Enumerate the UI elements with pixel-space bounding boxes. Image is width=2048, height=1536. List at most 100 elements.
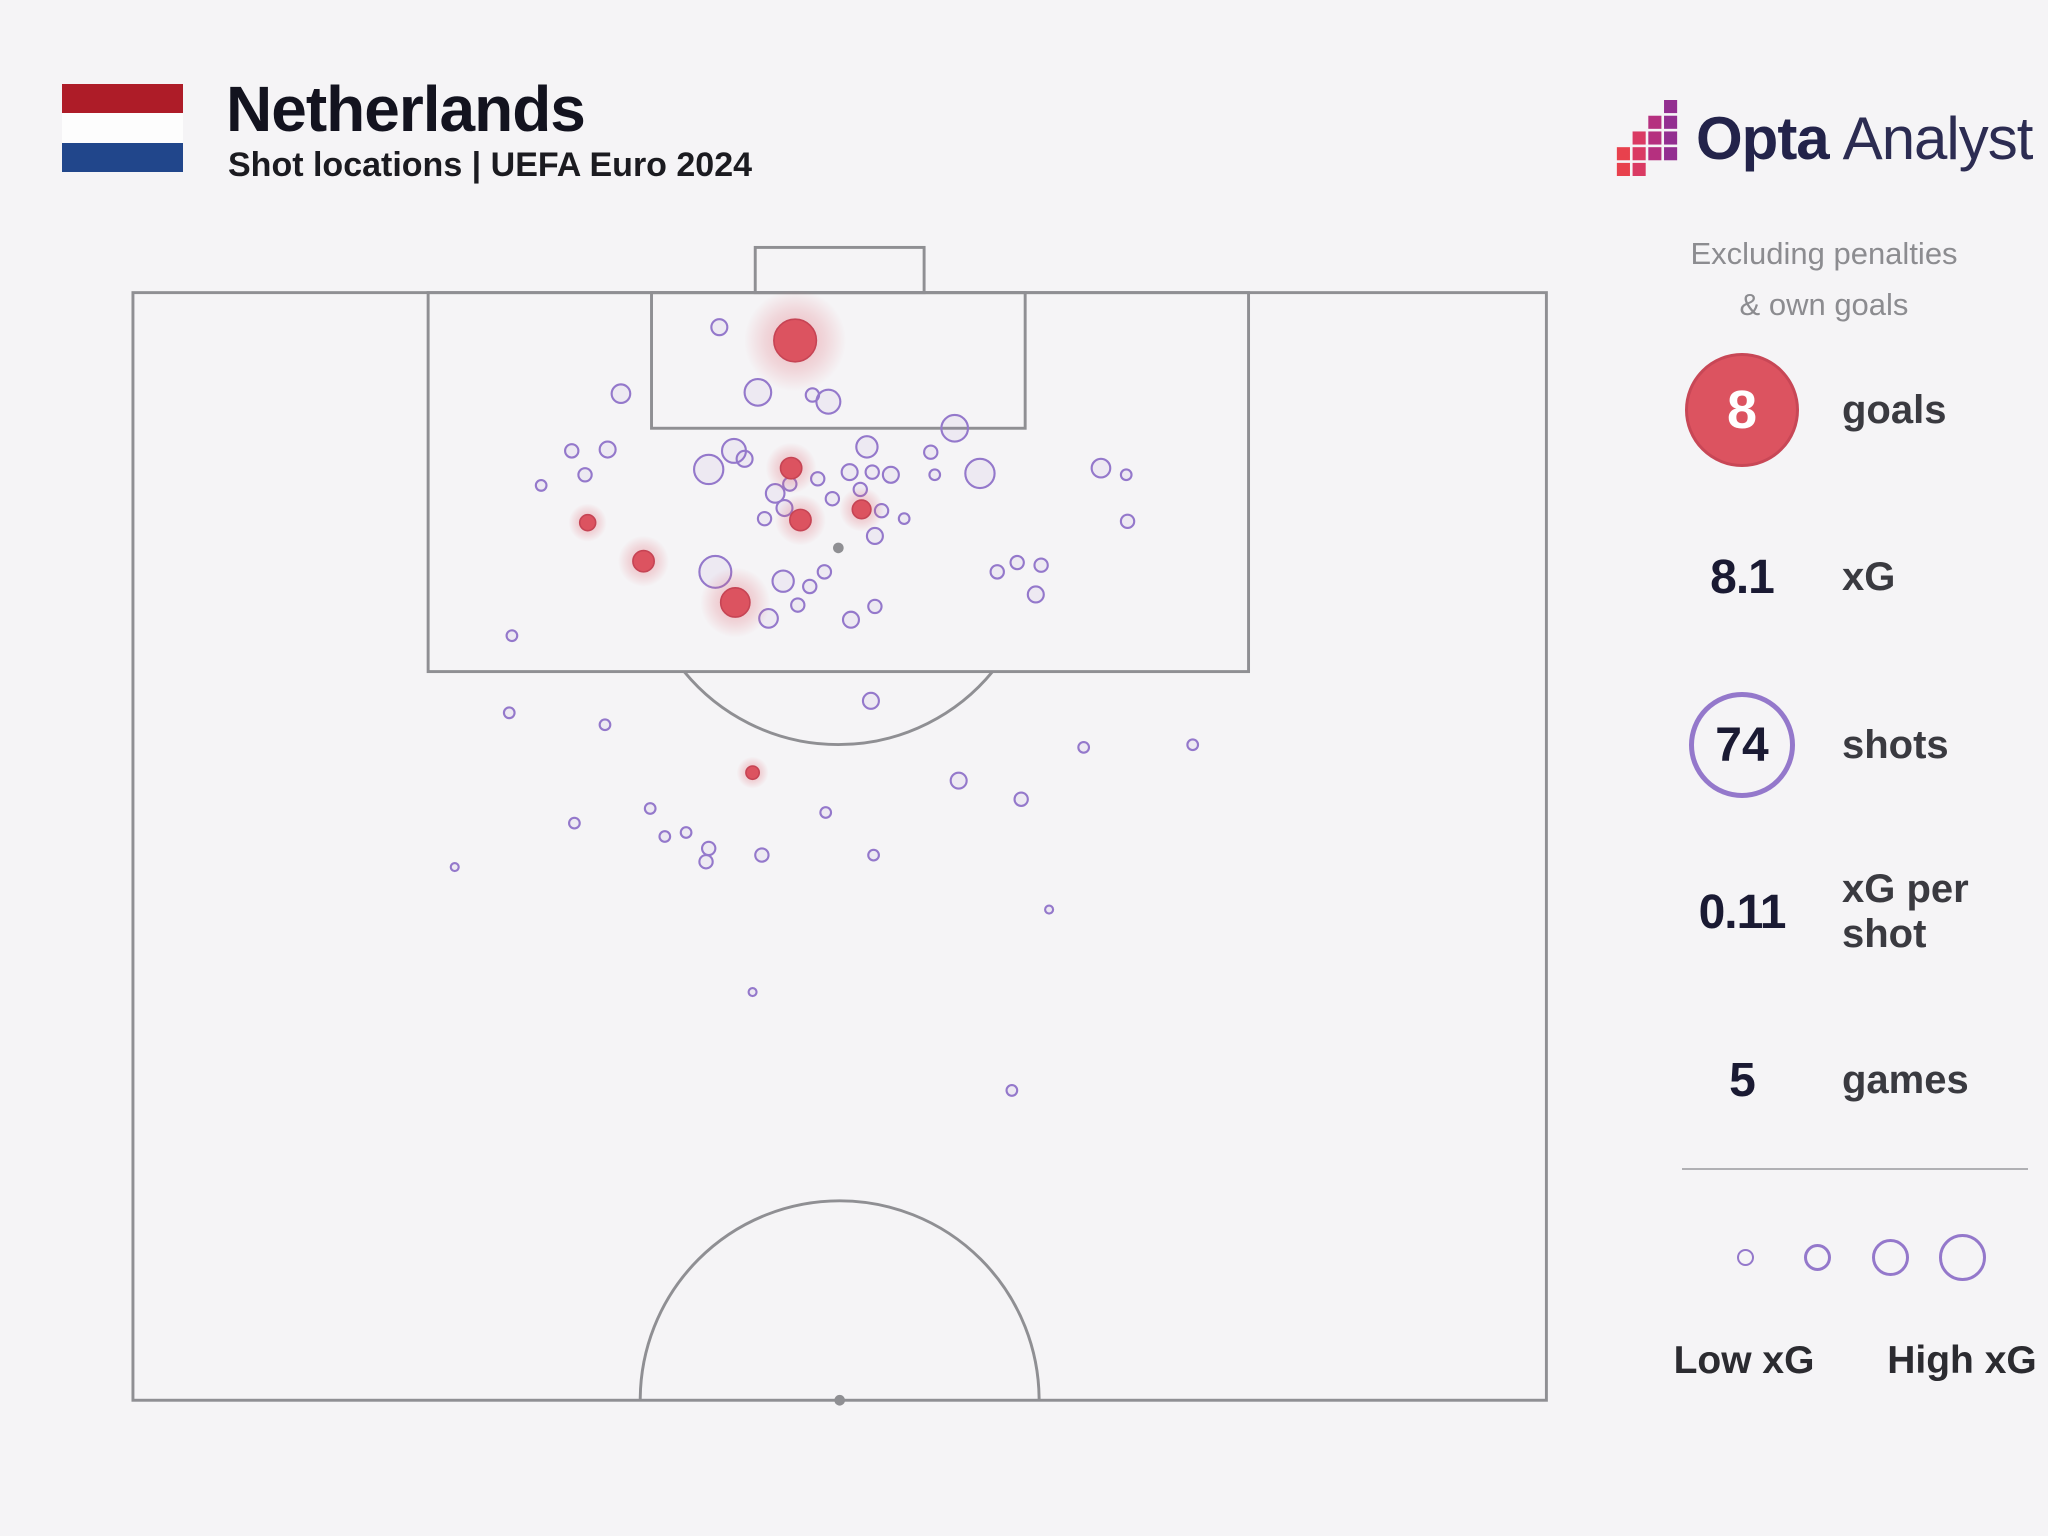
shot-marker (1009, 554, 1025, 571)
games-value: 5 (1729, 1053, 1756, 1107)
stat-goals: 8 goals (1656, 350, 1946, 470)
penalty-spot (833, 542, 844, 554)
shot-marker (693, 453, 725, 486)
stats-sidebar: Excluding penalties & own goals 8 goals … (1600, 0, 2048, 1536)
shots-layer (449, 289, 1200, 1097)
shot-marker (867, 598, 883, 615)
stat-games: 5 games (1656, 1047, 1969, 1113)
shot-marker (819, 806, 833, 819)
shot-marker (568, 816, 581, 830)
legend-size-circle-1 (1737, 1249, 1754, 1266)
centre-circle (638, 1199, 1041, 1401)
shot-marker (840, 463, 859, 482)
shot-marker (816, 564, 833, 580)
goal-frame (753, 245, 926, 295)
shot-marker (679, 826, 693, 839)
games-value-cell: 5 (1656, 1053, 1828, 1108)
shot-marker (1044, 904, 1055, 915)
shot-marker (864, 464, 880, 480)
goal-marker (632, 549, 655, 573)
goal-marker (745, 765, 761, 781)
penalty-arc (682, 670, 994, 747)
xg-per-shot-label: xG per shot (1842, 867, 1969, 956)
goals-value-cell: 8 (1656, 353, 1828, 467)
flag-stripe-red (62, 84, 183, 114)
shot-marker (743, 377, 773, 407)
shot-marker (502, 706, 516, 720)
goal-marker (773, 318, 818, 363)
stat-xg: 8.1 xG (1656, 544, 1895, 610)
shot-marker (534, 479, 548, 492)
logo-text-analyst: Analyst (1842, 104, 2034, 172)
page-title: Netherlands (226, 73, 586, 145)
games-label: games (1842, 1057, 1969, 1102)
shot-marker (735, 449, 754, 468)
shots-label: shots (1842, 722, 1949, 767)
shot-marker (897, 512, 911, 526)
shot-marker (865, 526, 884, 546)
shot-marker (815, 388, 842, 415)
xg-label: xG (1842, 554, 1896, 599)
shot-marker (1186, 738, 1200, 752)
shot-marker (841, 610, 861, 629)
goals-badge: 8 (1685, 353, 1799, 467)
shot-marker (790, 597, 806, 613)
legend-size-circle-3 (1872, 1239, 1909, 1276)
legend-size-circle-2 (1804, 1244, 1831, 1271)
shot-marker (771, 569, 795, 593)
stat-shots: 74 shots (1656, 685, 1949, 805)
goal-marker (789, 508, 812, 532)
shot-marker (1119, 468, 1133, 482)
shot-marker (881, 465, 900, 484)
shot-marker (824, 491, 841, 507)
shot-marker (598, 718, 612, 732)
shot-marker (449, 861, 460, 873)
shot-marker (1077, 740, 1091, 754)
legend-high-xg-label: High xG (1887, 1339, 2037, 1382)
shots-value-cell: 74 (1656, 692, 1828, 798)
legend-divider (1682, 1168, 2028, 1170)
opta-logo-mark-icon (1616, 100, 1678, 176)
shot-marker (1013, 791, 1029, 807)
shot-marker (610, 383, 632, 405)
shot-marker (928, 468, 942, 482)
goal-marker (779, 456, 803, 480)
shot-marker (598, 440, 617, 459)
shot-marker (1005, 1084, 1019, 1097)
xg-per-shot-value-cell: 0.11 (1656, 885, 1828, 940)
shot-marker (754, 847, 770, 863)
logo-text-opta: Opta (1696, 104, 1830, 172)
legend-size-circle-4 (1939, 1234, 1986, 1281)
shot-marker (505, 629, 519, 643)
shot-marker (867, 848, 880, 862)
opta-analyst-logo: Opta Analyst (1616, 100, 2034, 176)
flag-stripe-blue (62, 142, 183, 172)
xg-value-cell: 8.1 (1656, 550, 1828, 605)
shot-marker (756, 510, 773, 527)
pitch-shot-map (131, 245, 1548, 1406)
shot-marker (940, 413, 970, 443)
goal-marker (578, 513, 597, 532)
shot-marker (698, 854, 714, 870)
goals-label: goals (1842, 387, 1947, 432)
shot-marker (989, 564, 1005, 580)
shot-marker (861, 691, 880, 710)
six-yard-box (650, 291, 1027, 430)
xg-per-shot-value: 0.11 (1698, 885, 1787, 939)
goal-marker (851, 499, 872, 520)
shot-marker (923, 444, 939, 460)
shot-marker (643, 802, 657, 815)
shot-marker (1119, 513, 1136, 530)
shot-marker (710, 318, 729, 337)
exclusions-note-line1: Excluding penalties (1690, 236, 1958, 271)
shot-marker (802, 578, 818, 595)
shot-marker (1033, 557, 1049, 573)
flag-stripe-white (62, 113, 183, 143)
shot-marker (747, 986, 758, 998)
xg-value: 8.1 (1710, 550, 1775, 604)
netherlands-flag (62, 84, 183, 172)
centre-spot (834, 1394, 845, 1406)
shot-marker (949, 771, 968, 790)
shot-marker (1090, 457, 1112, 479)
exclusions-note-line2: & own goals (1739, 287, 1909, 322)
